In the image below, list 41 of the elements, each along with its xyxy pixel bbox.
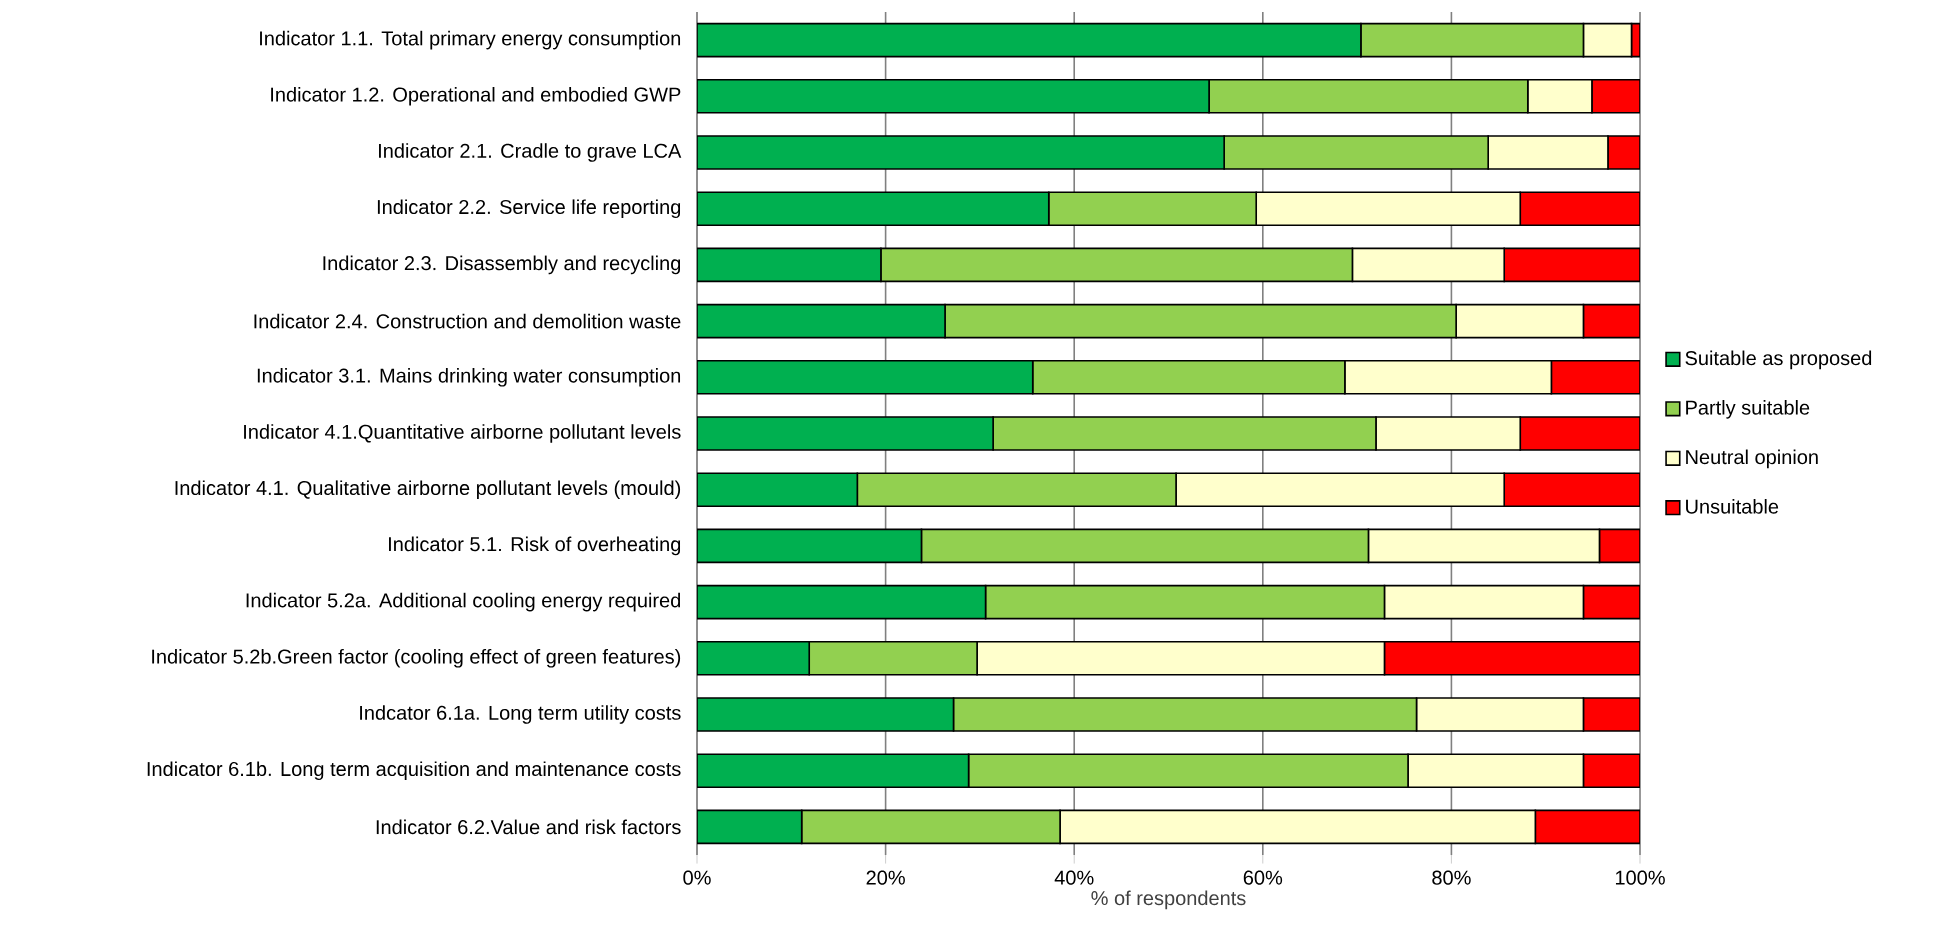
y-tick-label: Indicator 6.1b. Long term acquisition and maintenance costs <box>147 761 681 781</box>
bar <box>697 584 987 620</box>
bar <box>697 416 994 451</box>
bar <box>697 753 970 789</box>
legend-label: Suitable as proposed <box>1685 350 1872 370</box>
legend-label: Partly suitable <box>1686 400 1810 419</box>
bar <box>697 528 923 564</box>
y-tick-label: Indicator 2.4. Construction and demolition waste <box>254 313 681 329</box>
y-tick-label: Indicator 3.1. Mains drinking water consumption <box>257 367 681 387</box>
y-tick-label: Indcator 6.1a. Long term utility costs <box>360 705 681 724</box>
x-tick-label: 100% <box>1615 870 1665 885</box>
bar <box>697 191 1050 227</box>
y-tick-label: Indicator 2.3. Disassembly and recycling <box>323 255 681 275</box>
bar <box>697 641 811 676</box>
x-tick-label: 80% <box>1432 870 1471 885</box>
bar <box>697 303 946 339</box>
bar <box>697 79 1210 114</box>
legend-label: Neutral opinion <box>1686 449 1818 469</box>
bar <box>697 22 1362 58</box>
y-tick-label: Indicator 5.1. Risk of overheating <box>389 536 681 556</box>
bar <box>697 247 882 283</box>
bar <box>697 697 955 732</box>
x-tick-label: 60% <box>1243 870 1283 885</box>
legend-label: Unsuitable <box>1686 499 1779 514</box>
y-tick-label: Indicator 1.1. Total primary energy consumption <box>260 30 681 50</box>
y-tick-label: Indicator 1.2. Operational and embodied GWP <box>271 86 681 106</box>
x-tick-label: 20% <box>866 870 905 885</box>
bar <box>697 135 1225 170</box>
y-tick-label: Indicator 2.2. Service life reporting <box>377 199 681 219</box>
bar <box>697 472 859 508</box>
x-tick-label: 0% <box>683 870 711 885</box>
bar <box>697 809 803 845</box>
bar <box>697 360 1034 395</box>
y-tick-label: Indicator 2.1. Cradle to grave LCA <box>379 143 682 162</box>
y-tick-label: Indicator 5.2a. Additional cooling energy required <box>246 592 681 612</box>
x-tick-label: 40% <box>1054 870 1094 885</box>
x-axis-title: % of respondents <box>1091 890 1246 910</box>
y-tick-label: Indicator 4.1. Qualitative airborne pollutant levels (mould) <box>175 480 681 500</box>
y-tick-label: Indicator 4.1.Quantitative airborne pollutant levels <box>244 424 681 443</box>
y-tick-label: Indicator 6.2.Value and risk factors <box>376 819 681 835</box>
y-tick-label: Indicator 5.2b.Green factor (cooling effect of green features) <box>152 648 681 668</box>
